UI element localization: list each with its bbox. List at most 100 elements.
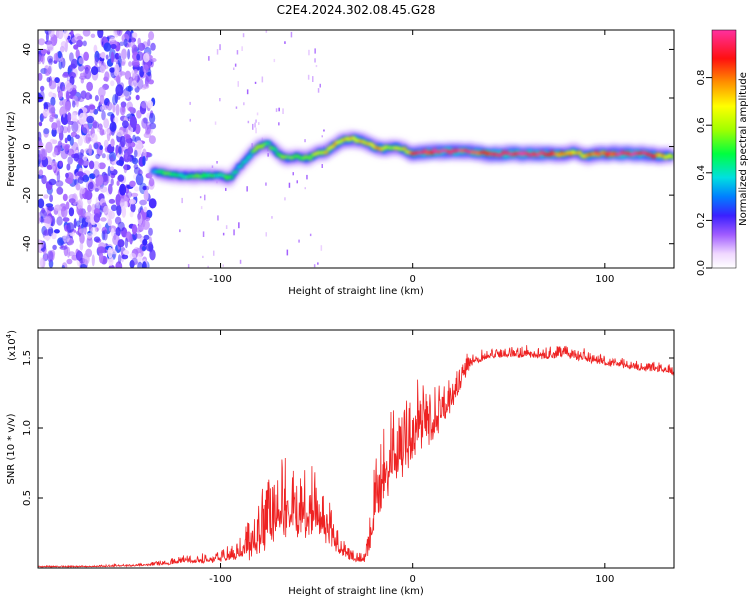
noise-cell [135,140,143,152]
noise-cell [119,71,126,76]
noise-cell [97,30,104,39]
noise-cell [117,174,125,182]
noise-cell [137,252,142,264]
noise-cell [83,51,89,61]
sparse-cell [238,222,240,229]
noise-cell [141,246,146,251]
noise-cell [119,199,125,208]
colorbar-tick-label: 0.6 [696,117,707,133]
noise-cell [60,148,68,160]
noise-cell [80,264,87,268]
sparse-cell [254,81,257,84]
sparse-cell [319,83,321,88]
noise-cell [116,129,124,137]
snr-ticks: -100 0 100 0.5 1.0 1.5 [22,330,674,585]
noise-cell [56,186,64,195]
noise-cell [149,57,157,63]
noise-cell [38,239,42,252]
sparse-cell [219,44,221,51]
noise-cell [100,65,105,74]
sparse-cell [252,123,254,130]
noise-cell [79,186,86,195]
sparse-cell [246,186,248,192]
sparse-cell [179,229,181,233]
noise-cell [71,121,79,133]
sparse-cell [288,182,291,188]
noise-cell [58,125,63,133]
noise-cell [129,141,136,148]
noise-cell [76,39,83,48]
sparse-cell [222,264,224,267]
ridge-cell [351,136,357,140]
noise-cell [66,178,73,185]
snr-x-axis-label: Height of straight line (km) [288,586,424,597]
noise-cell [73,153,80,162]
noise-cell [109,67,115,73]
noise-cell [45,68,51,76]
svg-text:(x104): (x104) [5,330,18,361]
noise-cell [84,190,93,201]
noise-cell [45,31,49,43]
noise-cell [40,85,45,92]
sparse-cell [255,119,257,123]
noise-cell [132,32,138,38]
sparse-cell [233,229,235,236]
ridge-cell [238,164,244,168]
noise-cell [62,107,66,118]
noise-cell [39,148,48,161]
sparse-cell [290,31,293,38]
noise-cell [39,257,43,268]
noise-cell [115,84,124,97]
sparse-cell [217,215,219,221]
spectrogram-frame [37,29,675,269]
noise-cell [101,110,106,121]
noise-cell [59,245,68,250]
sparse-cell [321,164,323,168]
sparse-cell [315,65,318,68]
sparse-cell [321,135,323,138]
noise-cell [65,201,70,210]
sparse-cell [271,216,273,219]
noise-cell [105,54,109,60]
noise-cell [123,151,131,163]
y-tick-label: 0 [22,143,33,149]
noise-cell [142,148,147,159]
ridge-cell [369,143,375,147]
sparse-cell [247,120,250,124]
noise-cell [86,115,95,124]
noise-cell [79,72,85,78]
noise-cell [121,254,129,260]
colorbar-tick-label: 0.4 [696,165,707,181]
noise-cell [72,84,77,91]
noise-cell [63,30,69,40]
sparse-cell [261,76,264,83]
noise-cell [117,239,125,248]
noise-cell [114,63,120,74]
noise-cell [49,194,53,203]
noise-cell [119,41,125,47]
noise-cell [41,174,47,185]
noise-cell [116,204,122,216]
sparse-cell [216,161,218,164]
noise-cell [48,58,53,66]
noise-cell [137,37,141,46]
sparse-cell [265,182,267,186]
colorbar-tick-label: 0.8 [696,70,707,86]
noise-cell [61,206,68,218]
noise-cell [110,178,114,186]
noise-cell [102,229,108,241]
noise-cell [60,113,69,125]
noise-cell [149,122,157,130]
noise-cell [75,183,81,191]
noise-cell [108,198,116,204]
snr-y-axis-label: SNR (10 * v/v) [6,413,17,484]
noise-cell [145,124,151,134]
noise-cell [147,100,154,109]
noise-cell [142,155,146,166]
noise-cell [125,191,133,199]
sparse-cell [286,249,289,256]
noise-cell [48,178,57,186]
ridge-cell [669,155,674,159]
noise-cell [91,66,99,76]
sparse-cell [187,264,190,268]
